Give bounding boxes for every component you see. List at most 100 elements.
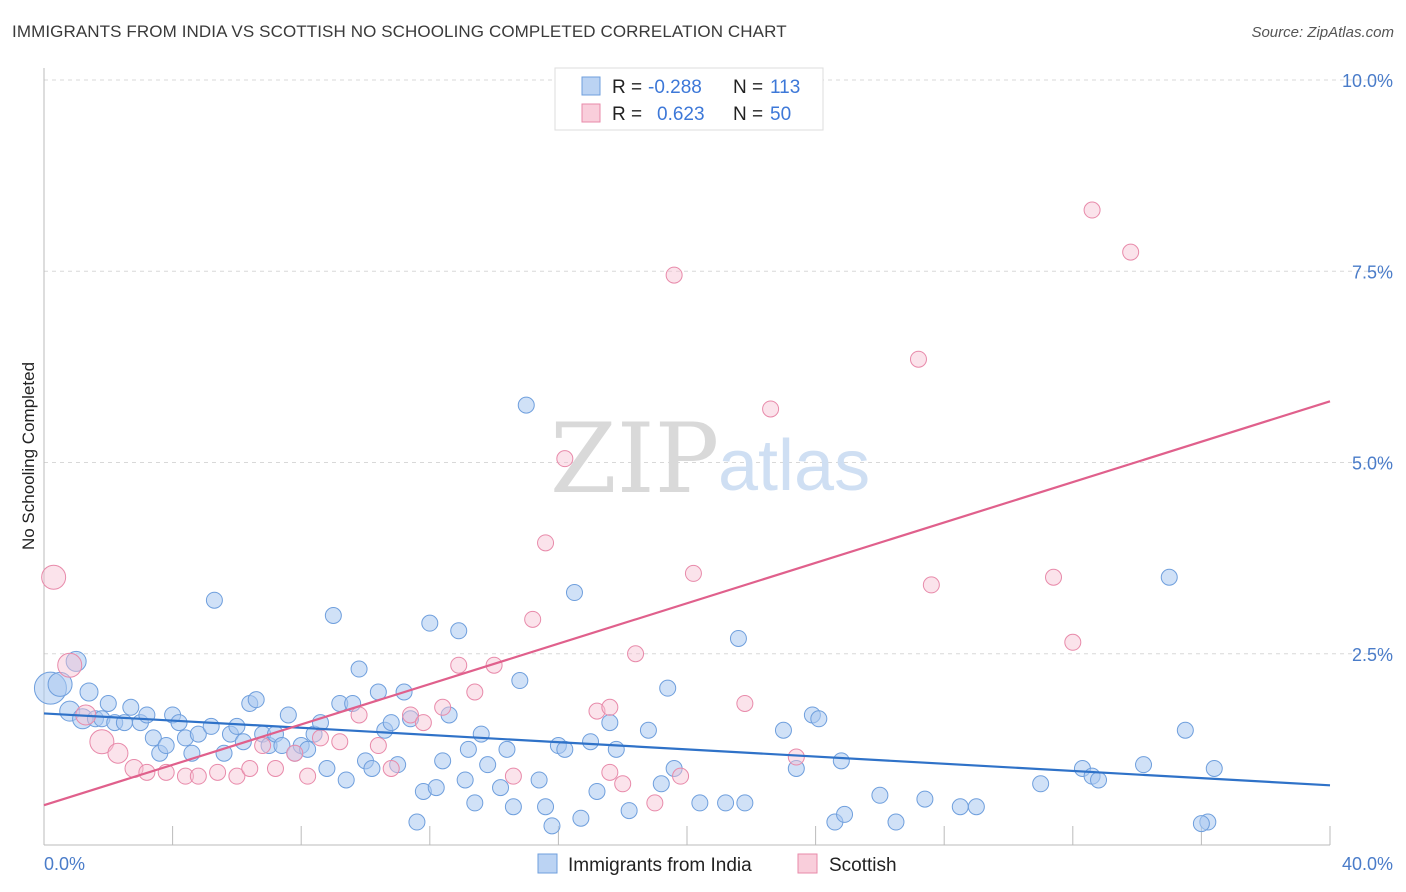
india-point-65 (479, 756, 497, 774)
india-point-34 (279, 706, 297, 724)
scottish-point-35 (627, 645, 645, 663)
india-point-67 (498, 740, 516, 758)
scottish-point-46 (1064, 633, 1082, 651)
watermark: ZIP atlas (550, 403, 870, 515)
india-point-37 (299, 740, 317, 758)
india-point-57 (427, 779, 445, 797)
scottish-point-38 (672, 767, 690, 785)
source-note: Source: ZipAtlas.com (1251, 24, 1394, 41)
legend-r-value-india: -0.288 (648, 77, 702, 98)
india-point-45 (350, 660, 368, 678)
india-point-96 (832, 752, 850, 770)
scottish-point-44 (922, 576, 940, 594)
scottish-point-41 (762, 400, 780, 418)
legend-r-label-scottish: R = (612, 104, 642, 125)
india-point-94 (810, 710, 828, 728)
legend-n-label-scottish: N = (733, 104, 763, 125)
india-point-33 (273, 737, 291, 755)
bottom-legend: Immigrants from India Scottish (537, 853, 897, 876)
scottish-point-34 (614, 775, 632, 793)
scottish-point-3 (89, 729, 115, 755)
scottish-point-42 (787, 748, 805, 766)
india-point-76 (565, 584, 583, 602)
scottish-trend-line (43, 400, 1331, 807)
scottish-point-0 (41, 564, 67, 590)
india-point-3 (65, 650, 87, 672)
legend-box: R = -0.288 N = 113 R = 0.623 N = 50 (554, 67, 824, 131)
scottish-point-49 (601, 763, 619, 781)
scottish-point-25 (450, 656, 468, 674)
bottom-legend-swatch-india (537, 853, 558, 874)
india-point-21 (189, 725, 207, 743)
scottish-point-1 (57, 652, 83, 678)
india-point-75 (556, 740, 574, 758)
legend-swatch-scottish (581, 103, 601, 123)
scottish-point-32 (588, 702, 606, 720)
india-point-72 (537, 798, 555, 816)
india-point-85 (659, 679, 677, 697)
scottish-point-18 (331, 733, 349, 751)
grid (44, 79, 1392, 655)
scottish-point-23 (414, 714, 432, 732)
scottish-point-9 (189, 767, 207, 785)
india-point-109 (1176, 721, 1194, 739)
india-point-26 (228, 717, 246, 735)
y-axis-label: No Schooling Completed (19, 362, 38, 550)
india-trend-line (43, 712, 1331, 787)
india-point-64 (472, 725, 490, 743)
india-point-41 (324, 607, 342, 624)
india-point-81 (607, 740, 625, 758)
scottish-point-15 (286, 744, 304, 762)
india-point-82 (620, 802, 638, 820)
legend-swatch-india (581, 76, 601, 96)
india-point-99 (887, 813, 905, 831)
scottish-point-20 (369, 737, 387, 755)
india-point-62 (459, 740, 477, 758)
india-point-91 (774, 721, 792, 739)
india-point-108 (1160, 568, 1178, 586)
india-point-40 (318, 760, 336, 777)
india-point-23 (205, 591, 223, 609)
india-point-50 (382, 714, 400, 732)
india-point-47 (363, 760, 381, 777)
y-tick-label-0: 2.5% (1352, 645, 1393, 665)
scottish-point-4 (107, 742, 129, 764)
india-point-107 (1135, 756, 1153, 774)
india-point-53 (402, 710, 420, 728)
scottish-point-12 (241, 760, 259, 777)
scottish-point-48 (1122, 243, 1140, 261)
bottom-legend-label-scottish: Scottish (829, 855, 897, 876)
india-point-22 (202, 717, 220, 735)
scottish-point-8 (176, 767, 194, 785)
scottish-point-16 (299, 767, 317, 785)
india-point-18 (170, 714, 188, 732)
india-point-80 (601, 714, 619, 732)
scottish-point-22 (402, 706, 420, 724)
x-tick-label-1: 40.0% (1342, 854, 1393, 874)
india-point-97 (836, 805, 854, 823)
scottish-point-43 (909, 350, 927, 368)
india-point-79 (588, 782, 606, 800)
india-point-5 (79, 682, 99, 702)
india-point-101 (951, 798, 969, 816)
tick-labels: 2.5% 5.0% 7.5% 10.0% 0.0% 40.0% (44, 71, 1393, 874)
bottom-legend-swatch-scottish (797, 853, 818, 874)
india-point-102 (967, 798, 985, 816)
scottish-point-19 (350, 706, 368, 724)
scottish-point-39 (684, 564, 702, 582)
scottish-point-21 (382, 760, 400, 777)
scottish-point-33 (601, 698, 619, 716)
india-point-56 (421, 614, 439, 632)
legend-n-value-india: 113 (770, 77, 800, 98)
scottish-point-30 (537, 534, 555, 552)
india-point-78 (582, 733, 600, 751)
india-point-68 (504, 798, 522, 816)
india-point-77 (572, 809, 590, 827)
india-point-43 (337, 771, 355, 789)
scottish-point-14 (266, 760, 284, 777)
india-point-98 (871, 786, 889, 804)
bottom-legend-label-india: Immigrants from India (568, 855, 752, 876)
india-point-60 (450, 622, 468, 640)
scottish-point-24 (434, 698, 452, 716)
india-point-73 (543, 817, 561, 835)
